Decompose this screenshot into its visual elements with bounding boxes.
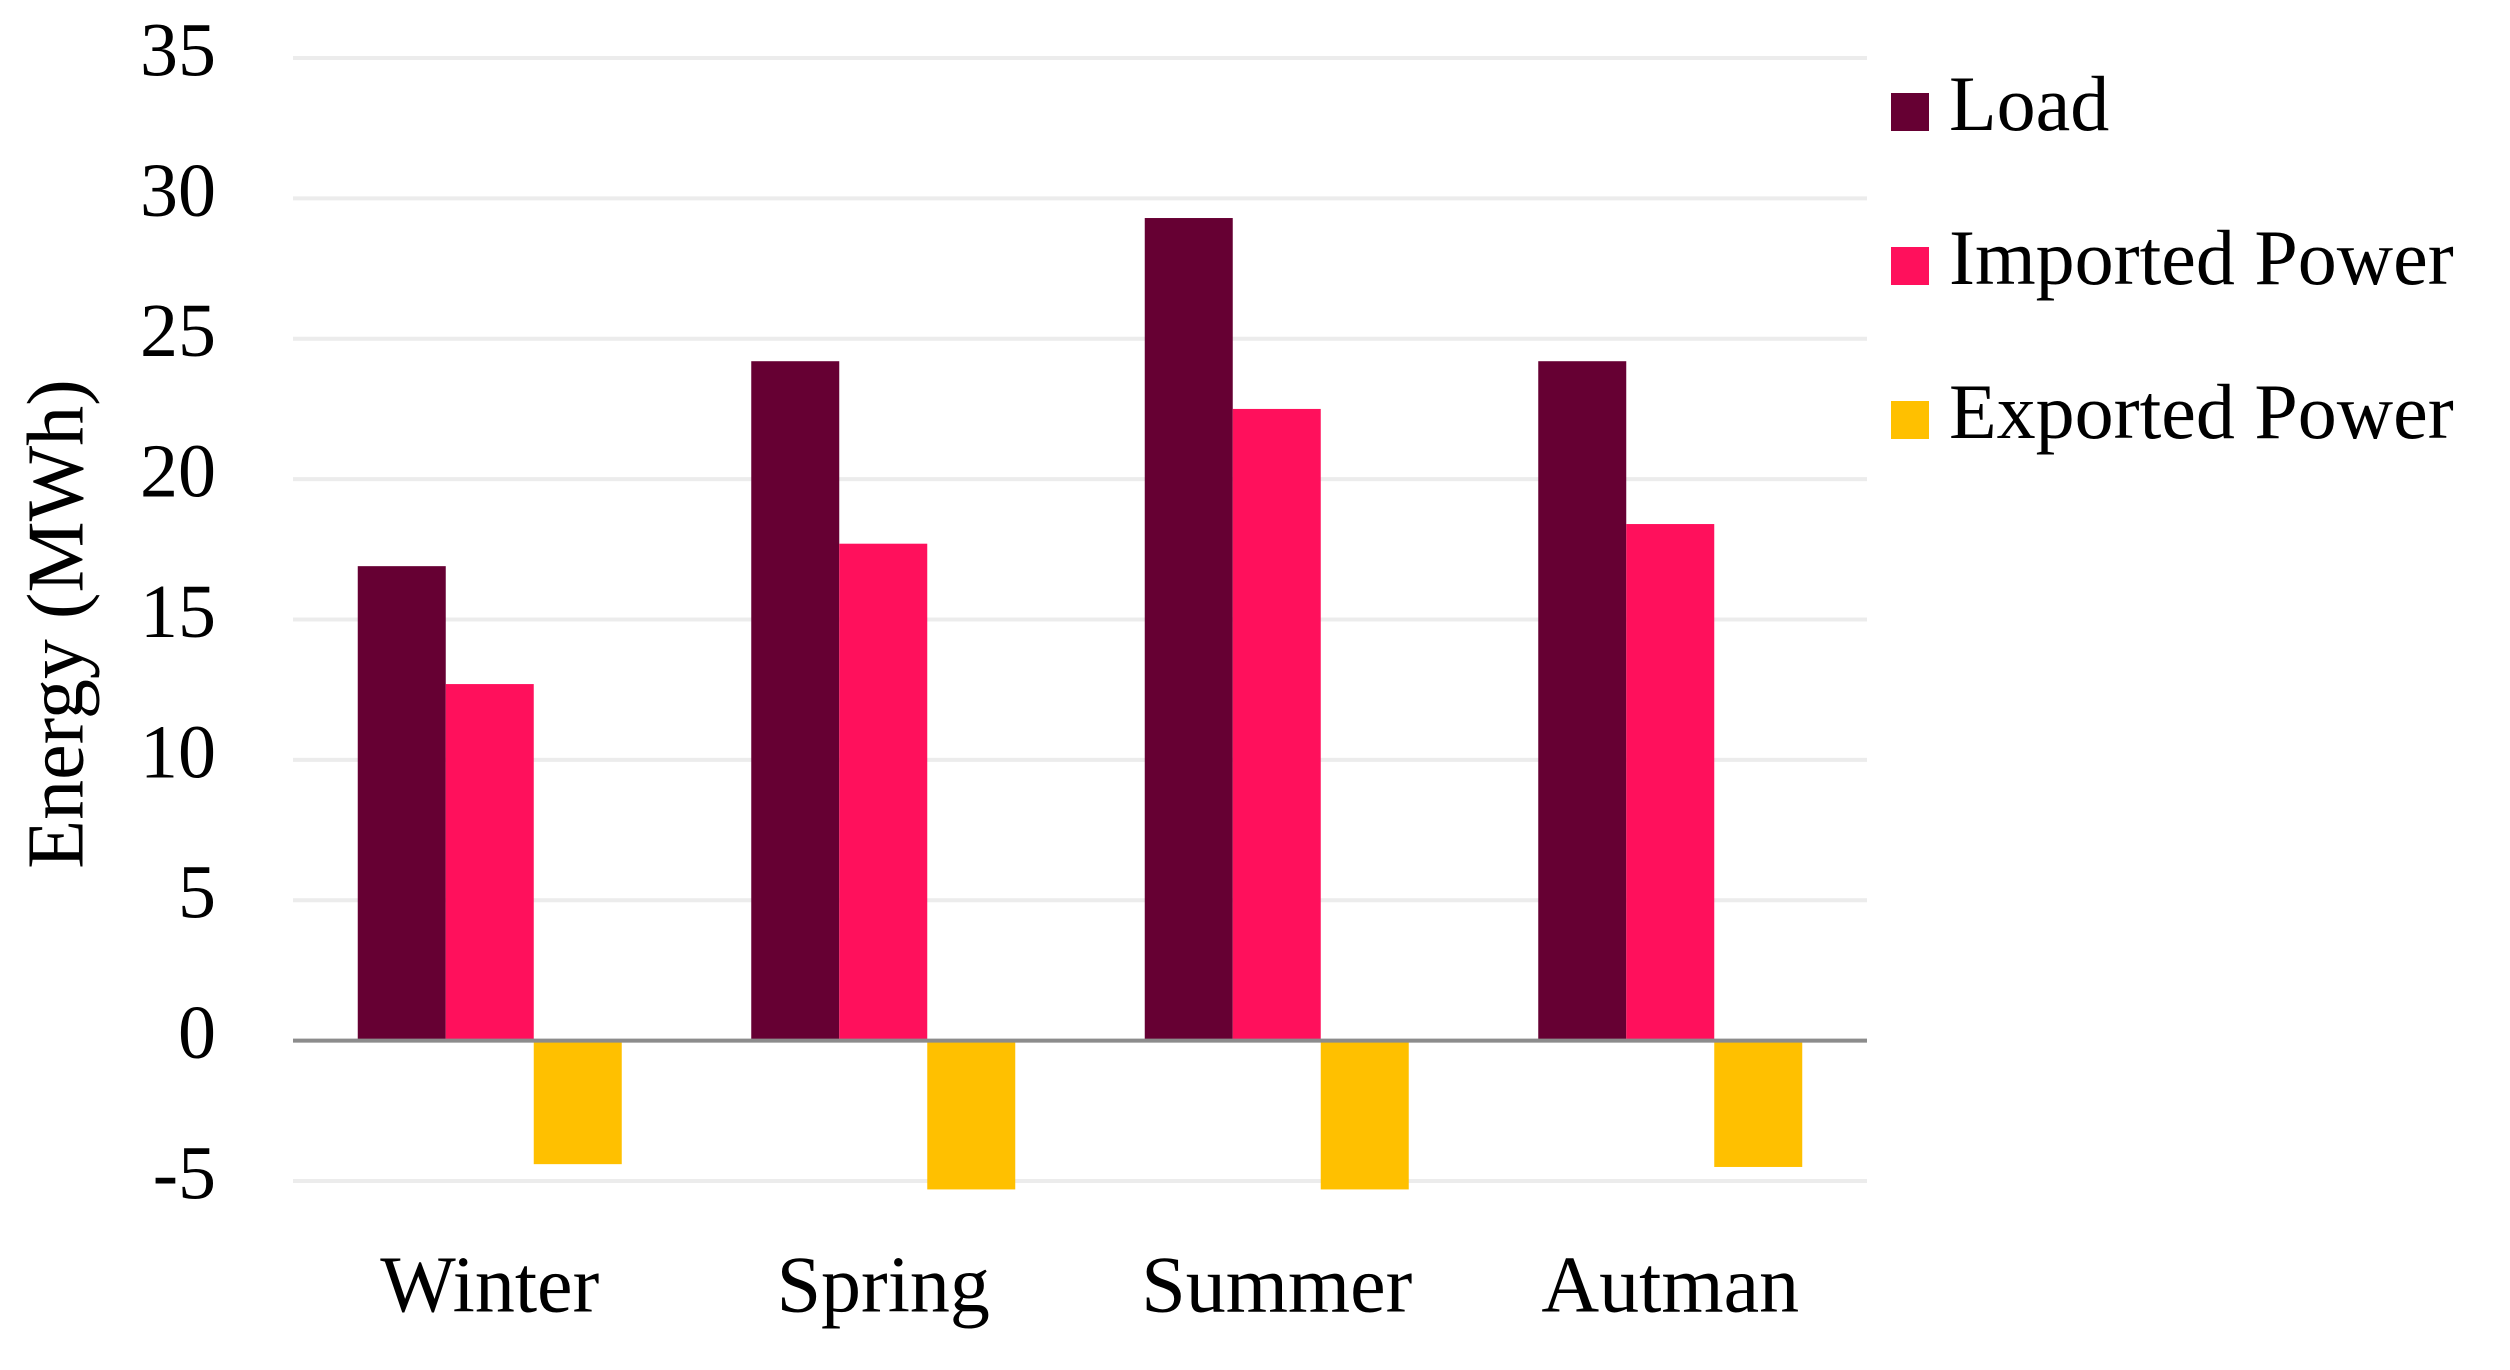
x-tick-label: Autman <box>1541 1241 1799 1329</box>
bar <box>1144 218 1233 1041</box>
y-tick-label: 0 <box>178 991 216 1075</box>
legend-label: Imported Power <box>1949 214 2454 301</box>
bar <box>927 1040 1016 1190</box>
y-tick-label: 20 <box>140 430 216 514</box>
bar <box>839 543 928 1041</box>
bar <box>1232 408 1321 1041</box>
y-tick-label: 10 <box>140 710 216 794</box>
x-tick-label: Winter <box>380 1241 599 1329</box>
bar <box>1538 361 1627 1041</box>
y-tick-label: 35 <box>140 8 216 92</box>
y-tick-label: 30 <box>140 149 216 233</box>
legend-label: Load <box>1949 60 2109 147</box>
x-tick-label: Spring <box>777 1241 990 1329</box>
y-tick-label: 25 <box>140 289 216 373</box>
bar <box>1320 1040 1409 1190</box>
legend-swatch <box>1891 93 1929 131</box>
y-tick-label: -5 <box>153 1131 216 1215</box>
bar <box>445 684 534 1041</box>
bar <box>357 566 446 1041</box>
y-axis-label: Energy (MWh) <box>12 379 100 869</box>
x-tick-label: Summer <box>1141 1241 1412 1329</box>
bar <box>533 1040 622 1165</box>
bar <box>1714 1040 1803 1167</box>
legend-label: Exported Power <box>1949 368 2454 455</box>
legend-swatch <box>1891 401 1929 439</box>
bar <box>751 361 840 1041</box>
legend-swatch <box>1891 247 1929 285</box>
y-tick-label: 15 <box>140 570 216 654</box>
y-tick-label: 5 <box>178 851 216 935</box>
bar <box>1626 524 1715 1041</box>
